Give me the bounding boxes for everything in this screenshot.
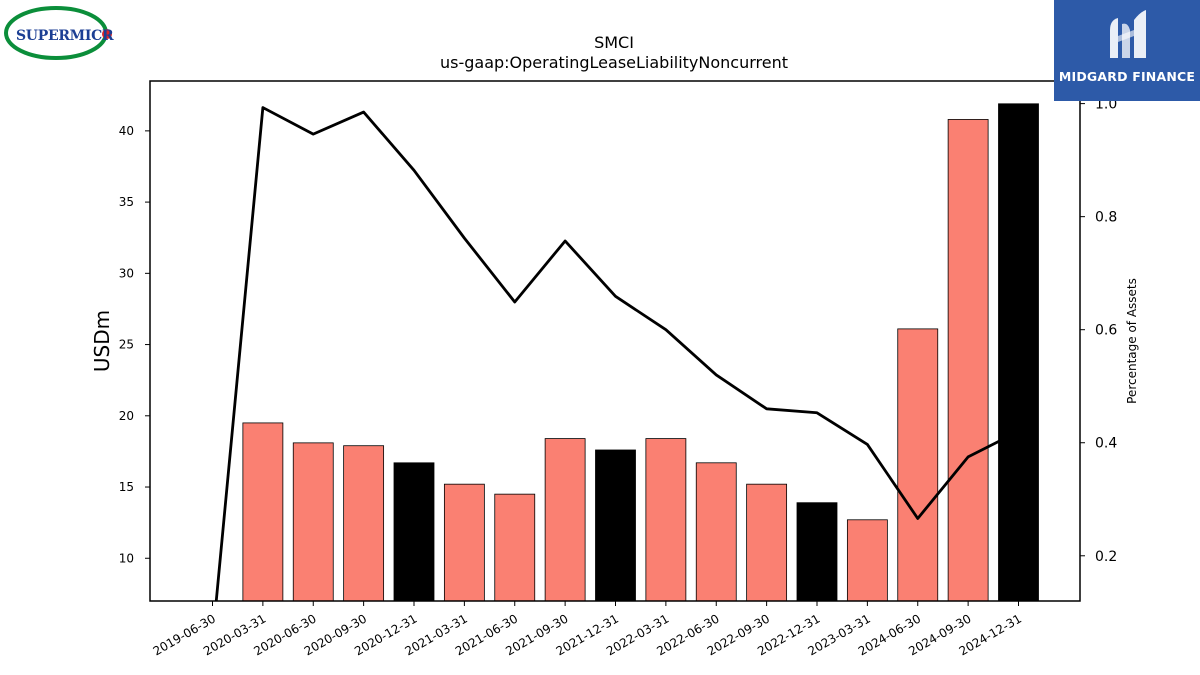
- bar-2021-03-31: [443, 483, 485, 601]
- supermicro-logo: SUPERMICR: [4, 6, 116, 62]
- y2-tick-label: 0.8: [1095, 210, 1117, 226]
- chart-title: SMCI: [594, 33, 634, 52]
- bar-2022-06-30: [695, 462, 737, 601]
- supermicro-logo-text: SUPERMICR: [16, 28, 114, 44]
- bar-2024-12-31: [998, 103, 1039, 601]
- bar-2022-12-31: [796, 502, 838, 601]
- y2-tick-label: 0.6: [1095, 323, 1117, 339]
- bar-2024-06-30: [897, 328, 939, 601]
- y2-tick-label: 0.2: [1095, 549, 1117, 565]
- bar-2022-03-31: [645, 438, 687, 601]
- bar-2021-09-30: [544, 438, 586, 601]
- bar-2022-09-30: [746, 483, 788, 601]
- percentage-line: [214, 106, 1020, 601]
- bar-2021-06-30: [494, 493, 536, 601]
- y-axis-label: USDm: [90, 310, 114, 372]
- bar-2021-12-31: [595, 449, 636, 601]
- y-tick-label: 15: [119, 480, 134, 494]
- y-tick-label: 40: [119, 124, 134, 138]
- y2-tick-label: 0.4: [1095, 436, 1117, 452]
- bar-2020-12-31: [393, 462, 435, 601]
- midgard-logo-mark-icon: [1110, 10, 1146, 59]
- line-layer: [214, 106, 1020, 601]
- bar-2020-06-30: [292, 442, 334, 601]
- supermicro-logo-ring-icon: [4, 6, 112, 60]
- bar-2020-03-31: [242, 422, 284, 601]
- y-tick-label: 30: [119, 266, 134, 280]
- bar-2020-09-30: [343, 445, 385, 601]
- chart-subtitle: us-gaap:OperatingLeaseLiabilityNoncurren…: [440, 53, 788, 72]
- y-tick-label: 10: [119, 551, 134, 565]
- y-tick-label: 20: [119, 409, 134, 423]
- bars-layer: [242, 103, 1039, 601]
- y-tick-label: 25: [119, 338, 134, 352]
- y2-axis-label: Percentage of Assets: [1125, 278, 1139, 404]
- midgard-logo-text: MIDGARD FINANCE: [1058, 69, 1196, 84]
- bar-2024-09-30: [947, 119, 989, 601]
- midgard-finance-logo: MIDGARD FINANCE: [1054, 0, 1200, 101]
- bar-2023-03-31: [846, 519, 888, 601]
- y-tick-label: 35: [119, 195, 134, 209]
